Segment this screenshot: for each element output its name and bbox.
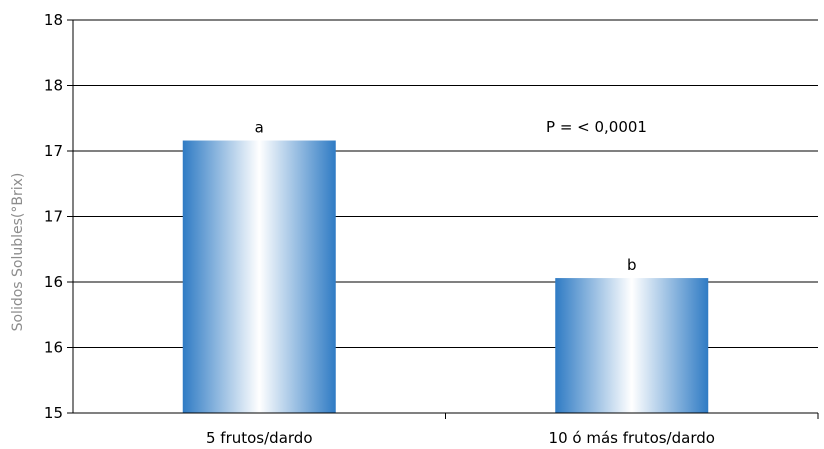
data-labels: ab — [255, 119, 637, 275]
y-tick-label: 15 — [44, 404, 63, 422]
y-ticks: 15 16 16 17 17 18 18 — [44, 11, 73, 422]
y-tick-label: 18 — [44, 77, 63, 95]
y-tick-label: 16 — [44, 273, 63, 291]
data-label: b — [627, 256, 637, 274]
bar — [555, 278, 709, 413]
p-value-annotation: P = < 0,0001 — [546, 118, 647, 136]
data-label: a — [255, 119, 264, 137]
x-tick-label: 5 frutos/dardo — [206, 429, 313, 447]
bars — [182, 140, 709, 413]
x-tick-label: 10 ó más frutos/dardo — [549, 429, 715, 447]
y-axis-label: Solidos Solubles(°Brix) — [10, 173, 26, 332]
y-tick-label: 17 — [44, 142, 63, 160]
y-tick-label: 17 — [44, 208, 63, 226]
x-ticks: 5 frutos/dardo 10 ó más frutos/dardo — [206, 413, 819, 447]
y-tick-label: 16 — [44, 339, 63, 357]
y-tick-label: 18 — [44, 11, 63, 29]
bar — [182, 140, 336, 413]
